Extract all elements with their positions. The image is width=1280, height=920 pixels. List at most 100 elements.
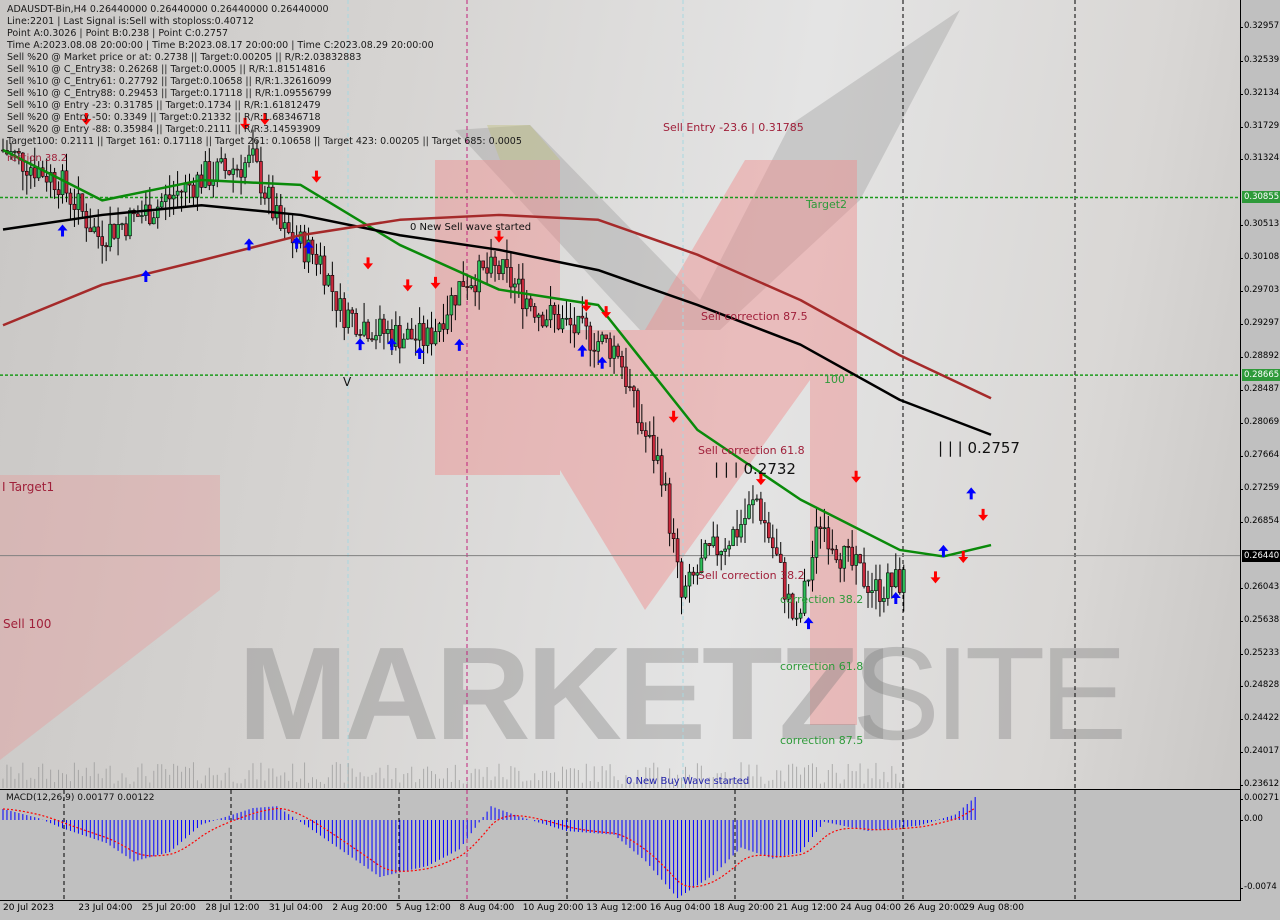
candle-body [227,170,231,175]
candle [826,516,831,565]
candle [330,261,335,312]
candle-body [433,331,438,345]
sell-arrow-icon [402,279,413,292]
price-tick-label: 0.32957 [1239,21,1280,31]
sell-arrow-icon [81,113,92,126]
candle [68,188,73,220]
watermark-m-lower-icon [0,475,220,760]
candle [409,318,414,340]
candle [794,601,799,626]
candle-body [298,231,303,244]
price-axis[interactable]: 0.32957 0.32539 0.32134 0.31729 0.31324 0.305… [1239,0,1280,920]
candle-body [417,323,422,341]
info-line: Point A:0.3026 | Point B:0.238 | Point C… [7,28,229,39]
new-buy-wave-label: 0 New Buy Wave started [626,776,750,787]
candle-body [794,617,799,620]
time-axis[interactable]: 20 Jul 2023 23 Jul 04:00 25 Jul 20:00 28 Ju… [0,901,1240,920]
candle-body [326,274,331,286]
candle [874,564,878,610]
candle-body [68,192,73,205]
candle-body [397,325,402,349]
candle-body [592,349,597,352]
candle-body [687,571,692,587]
candle [362,302,366,337]
candle [354,308,358,337]
sell-arrow-icon [755,473,766,486]
candle-body [362,321,366,336]
candle [397,316,402,364]
price-tick-label: 0.28487 [1239,383,1280,394]
price-tick-label: 0.31324 [1239,153,1280,164]
candle [624,347,628,394]
macd-signal-line [2,807,976,888]
candle [378,305,382,343]
candle [457,281,462,306]
candle-body [338,298,343,311]
price-chart-panel[interactable]: MARKETZI SITE ADAUSDT-Bin,H4 0.26440000 … [0,0,1241,790]
candle-body [60,170,65,196]
candle [227,170,231,176]
candle-body [846,546,850,548]
candle-body [282,222,287,229]
candle [640,404,644,435]
candle [830,529,835,555]
candle [441,303,446,342]
candle-body [413,338,418,341]
sell-arrow-icon [978,508,989,521]
info-line: Sell %10 @ Entry -23: 0.31785 || Target:… [7,100,321,111]
candle-body [862,562,866,587]
candle [259,146,263,205]
candle [401,333,406,349]
candle [647,421,652,439]
buy-arrow-icon [938,544,949,557]
candle [866,570,870,608]
watermark-brand: MARKETZI [238,620,892,767]
candle [882,586,886,613]
sell-arrow-icon [851,470,862,483]
candle [683,575,688,600]
candle-body [382,318,386,334]
candle-body [473,285,477,293]
moving-average-ma-mid [2,203,992,436]
candle-body [608,338,612,359]
candle-body [378,318,382,336]
candle-body [743,518,747,525]
candle [84,203,89,242]
signal-info-panel: ADAUSDT-Bin,H4 0.26440000 0.26440000 0.2… [7,4,522,148]
candle [80,193,85,218]
candle-body [342,298,347,328]
candle-body [695,572,700,576]
price-plot [0,0,1240,789]
candle-body [401,338,406,349]
candle [802,568,807,617]
candle-body [890,572,894,588]
candle-body [84,211,89,229]
macd-panel[interactable]: MACD(12,26,9) 0.00177 0.00122 [0,790,1241,901]
candle [572,307,577,348]
candle-body [517,278,521,285]
candle-body [604,334,608,340]
candle-body [755,498,759,501]
candle-body [421,323,426,346]
candle [100,220,104,264]
candle-body [790,593,795,619]
candle [540,311,545,328]
candle [449,287,454,332]
time-tick-label: 26 Aug 20:00 [903,903,965,913]
price-tick-label: 0.29703 [1239,284,1280,295]
candle-body [405,328,410,340]
candle-body [584,317,589,327]
moving-average-ma-slow [2,213,992,400]
candle [481,260,485,271]
correction-87-label: correction 87.5 [780,734,864,747]
price-tick-label: 0.27259 [1239,483,1280,494]
candle-body [48,172,53,183]
info-line: Time A:2023.08.08 20:00:00 | Time B:2023… [7,40,434,51]
candle [255,140,259,164]
candle [862,547,866,589]
candle [556,304,561,331]
candle-body [88,227,93,233]
candle-body [810,557,815,581]
candle-body [223,158,228,171]
candle-body [72,203,77,210]
